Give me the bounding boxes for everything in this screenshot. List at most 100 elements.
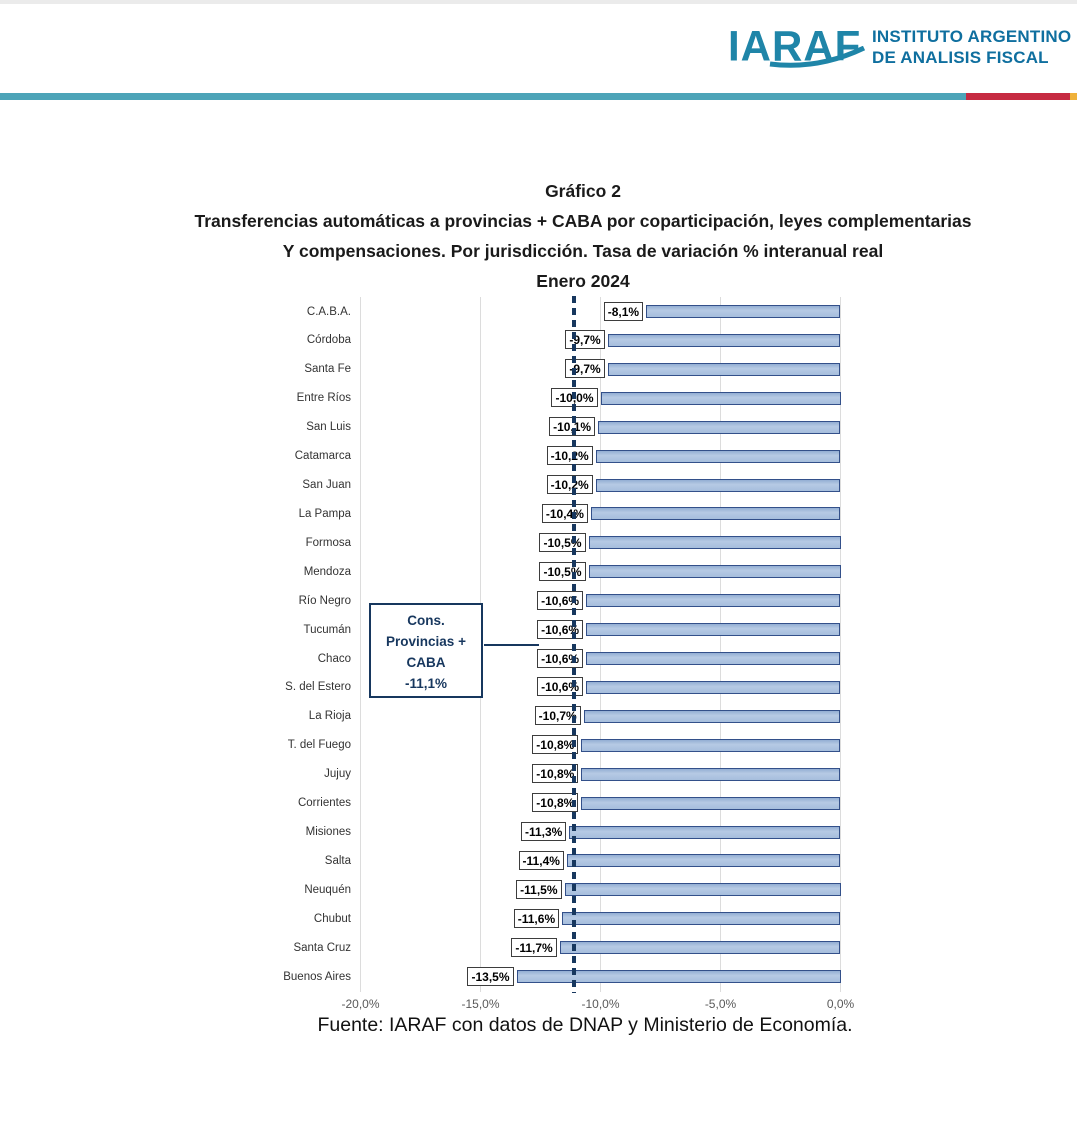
category-label: Neuquén — [304, 883, 351, 896]
value-label: -11,4% — [518, 850, 564, 870]
bar — [598, 420, 841, 434]
chart-title: Gráfico 2 Transferencias automáticas a p… — [90, 176, 1076, 296]
value-label: -10,5% — [539, 532, 586, 552]
value-label: -10,2% — [546, 446, 593, 466]
category-label: Tucumán — [303, 623, 351, 636]
value-label: -10,5% — [539, 561, 586, 581]
chart-title-line2: Transferencias automáticas a provincias … — [194, 211, 972, 231]
divider-red-segment — [966, 93, 1070, 100]
category-label: Formosa — [305, 536, 351, 549]
x-axis-tick: -15,0% — [461, 997, 500, 1011]
category-label: T. del Fuego — [287, 739, 351, 752]
screenshot-top-edge — [0, 0, 1077, 4]
category-label: Buenos Aires — [283, 970, 351, 983]
category-label: S. del Estero — [285, 681, 351, 694]
bar — [646, 305, 841, 318]
divider-teal-segment — [0, 93, 966, 100]
bar — [590, 507, 841, 521]
bar — [581, 767, 841, 781]
value-label: -13,5% — [467, 966, 514, 986]
x-axis-tick: -20,0% — [341, 997, 380, 1011]
chart-title-line3: Y compensaciones. Por jurisdicción. Tasa… — [282, 241, 884, 261]
gridline — [600, 297, 601, 992]
chart-title-line1: Gráfico 2 — [545, 181, 621, 201]
category-label: Corrientes — [297, 797, 351, 810]
category-label: Río Negro — [298, 594, 351, 607]
bar — [607, 333, 841, 347]
value-label: -10,8% — [532, 793, 579, 813]
value-label: -10,8% — [532, 735, 579, 755]
bar — [581, 796, 841, 810]
divider-yellow-segment — [1070, 93, 1077, 100]
x-axis-tick: 0,0% — [826, 997, 855, 1011]
category-label: Salta — [324, 854, 351, 867]
bar — [586, 623, 841, 637]
bar — [595, 449, 841, 463]
logo-swoosh-icon — [769, 46, 866, 68]
bar — [595, 478, 841, 492]
bar — [516, 970, 841, 984]
org-name-line1: INSTITUTO ARGENTINO — [872, 27, 1072, 46]
category-label: Córdoba — [306, 334, 351, 347]
value-label: -11,5% — [516, 879, 562, 899]
bar — [586, 680, 841, 694]
category-label: La Rioja — [308, 710, 351, 723]
reference-dashed-line — [572, 296, 577, 993]
annotation-box: Cons. Provincias + CABA -11,1% — [369, 603, 483, 698]
value-label: -10,8% — [532, 764, 579, 784]
value-label: -10,4% — [541, 503, 588, 523]
x-axis-tick: -10,0% — [581, 997, 620, 1011]
value-label: -10,7% — [534, 706, 581, 726]
category-label: Santa Fe — [304, 363, 351, 376]
divider-stripe — [0, 93, 1077, 100]
value-label: -11,7% — [511, 937, 557, 957]
value-label: -10,6% — [537, 648, 584, 668]
annotation-line4: -11,1% — [404, 676, 448, 691]
bar — [588, 536, 841, 550]
gridline — [360, 297, 361, 992]
bar — [559, 941, 841, 955]
value-label: -10,6% — [537, 619, 584, 639]
chart-title-line4: Enero 2024 — [536, 271, 630, 291]
bar — [566, 854, 841, 868]
x-axis-tick: -5,0% — [704, 997, 737, 1011]
annotation-connector-line — [484, 644, 539, 646]
category-label: La Pampa — [298, 507, 351, 520]
value-label: -10,6% — [537, 677, 584, 697]
bar — [564, 883, 841, 897]
annotation-line3: CABA — [406, 655, 446, 670]
category-label: Entre Ríos — [296, 392, 351, 405]
category-label: Catamarca — [294, 450, 351, 463]
org-name-line2: DE ANALISIS FISCAL — [872, 48, 1049, 67]
bar — [562, 912, 841, 926]
bar — [583, 709, 841, 723]
category-label: Mendoza — [303, 565, 351, 578]
source-note: Fuente: IARAF con datos de DNAP y Minist… — [317, 1014, 853, 1036]
bar — [607, 362, 841, 376]
category-label: San Juan — [302, 479, 351, 492]
bar — [569, 825, 841, 839]
annotation-line1: Cons. — [407, 613, 445, 628]
bar — [600, 391, 841, 405]
gridline — [840, 297, 841, 992]
bar — [581, 738, 841, 752]
bar — [586, 652, 841, 666]
category-label: Santa Cruz — [293, 941, 351, 954]
category-label: Jujuy — [324, 768, 351, 781]
iaraf-logo: IARAF — [728, 21, 862, 70]
bar — [586, 594, 841, 608]
category-label: San Luis — [306, 421, 351, 434]
org-name: INSTITUTO ARGENTINO DE ANALISIS FISCAL — [872, 26, 1071, 68]
gridline — [720, 297, 721, 992]
value-label: -10,6% — [537, 590, 584, 610]
value-label: -8,1% — [603, 301, 644, 321]
category-label: C.A.B.A. — [306, 305, 351, 318]
value-label: -10,2% — [546, 475, 593, 495]
bar — [588, 565, 841, 579]
category-label: Chubut — [313, 912, 351, 925]
category-label: Misiones — [305, 826, 351, 839]
category-label: Chaco — [317, 652, 351, 665]
value-label: -11,6% — [513, 908, 560, 928]
